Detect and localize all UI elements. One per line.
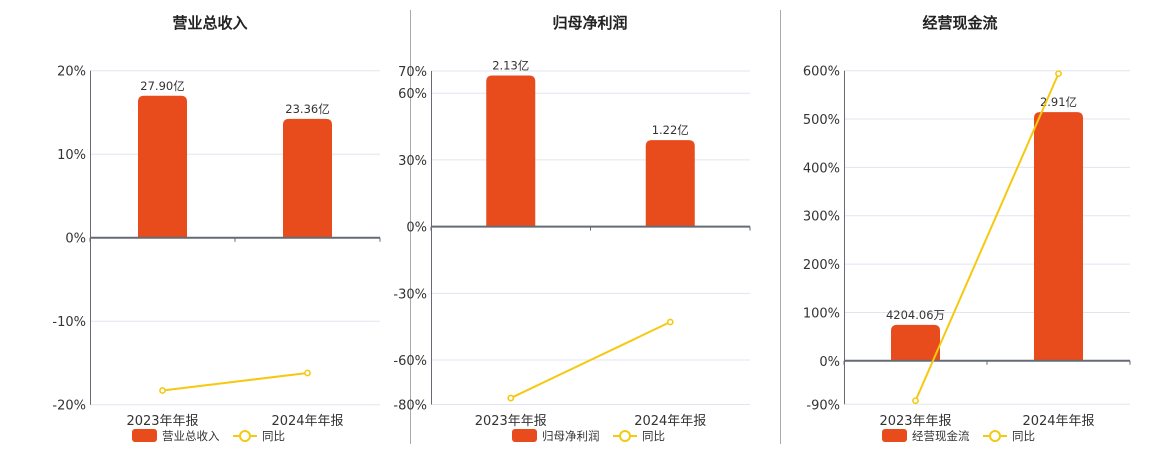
y-tick-label: 60% [398, 87, 427, 102]
yoy-point [666, 318, 674, 326]
chart-title: 营业总收入 [172, 14, 247, 32]
legend-line-marker [619, 430, 631, 442]
bar [891, 324, 940, 361]
legend-line-label: 同比 [262, 429, 285, 443]
yoy-point [912, 397, 919, 405]
bar-data-label: 27.90亿 [140, 79, 184, 93]
y-tick-label: 300% [803, 210, 840, 225]
y-tick-label: -60% [393, 354, 427, 369]
yoy-point [304, 369, 311, 377]
chart-panel-2: 归母净利润 70% 60% 30% 0% -30% -60% -80% 2.13亿 1.22亿 20… [393, 14, 751, 443]
legend-line-label: 同比 [642, 429, 665, 443]
x-tick-label: 2024年年报 [1022, 414, 1094, 429]
x-tick-label: 2023年年报 [475, 414, 547, 429]
bar [138, 95, 187, 238]
legend-bar-swatch [512, 429, 537, 442]
legend-bar-swatch [132, 429, 157, 442]
bar-data-label: 2.13亿 [492, 59, 529, 73]
legend-line-marker [989, 430, 1001, 442]
y-tick-label: 30% [398, 154, 427, 169]
yoy-point [1055, 70, 1062, 78]
yoy-line [162, 371, 308, 392]
y-tick-label: 500% [803, 113, 840, 128]
chart-title: 归母净利润 [552, 14, 627, 32]
chart-title: 经营现金流 [922, 14, 997, 32]
y-tick-label: 400% [803, 161, 840, 176]
yoy-line [510, 321, 671, 399]
y-tick-label: -30% [393, 287, 427, 302]
y-tick-label: 100% [803, 306, 840, 321]
y-tick-label: 0% [406, 221, 427, 236]
y-tick-label: -90% [806, 398, 840, 413]
y-tick-label: 600% [803, 65, 840, 80]
chart-panel-3: 经营现金流 600% 500% 400% 300% 200% 100% 0% -90% 4204.… [803, 14, 1131, 443]
x-tick-label: 2023年年报 [879, 414, 951, 429]
y-tick-label: 0% [819, 355, 840, 370]
bar-data-label: 4204.06万 [886, 308, 945, 322]
bar [486, 75, 536, 227]
legend: 归母净利润 同比 [512, 429, 665, 443]
bar [1034, 112, 1083, 361]
y-tick-label: 20% [57, 65, 86, 80]
legend-line-label: 同比 [1012, 429, 1035, 443]
bar [283, 118, 332, 238]
yoy-line [914, 73, 1060, 402]
chart-panel-1: 营业总收入 20% 10% 0% -10% -20% 27.90亿 23.36亿 2023年年报… [52, 14, 381, 443]
y-tick-label: -20% [52, 399, 86, 414]
yoy-point [159, 387, 166, 394]
legend-line-marker [239, 430, 251, 442]
legend-bar-label: 营业总收入 [162, 429, 220, 443]
legend-bar-label: 归母净利润 [542, 429, 600, 443]
x-tick-label: 2023年年报 [126, 414, 198, 429]
legend: 经营现金流 同比 [882, 429, 1035, 443]
bar-data-label: 2.91亿 [1040, 95, 1077, 109]
legend-bar-label: 经营现金流 [912, 429, 970, 443]
x-tick-label: 2024年年报 [271, 414, 343, 429]
bar-data-label: 1.22亿 [652, 123, 689, 137]
bar [645, 140, 695, 227]
x-tick-label: 2024年年报 [634, 414, 706, 429]
legend-bar-swatch [882, 429, 907, 442]
bar-data-label: 23.36亿 [285, 102, 329, 116]
yoy-point [507, 394, 515, 402]
y-tick-label: -80% [393, 399, 427, 414]
y-tick-label: 200% [803, 258, 840, 273]
y-tick-label: 70% [398, 65, 427, 80]
y-tick-label: 10% [57, 148, 86, 163]
legend: 营业总收入 同比 [132, 429, 285, 443]
y-tick-label: 0% [65, 232, 86, 247]
y-tick-label: -10% [52, 315, 86, 330]
